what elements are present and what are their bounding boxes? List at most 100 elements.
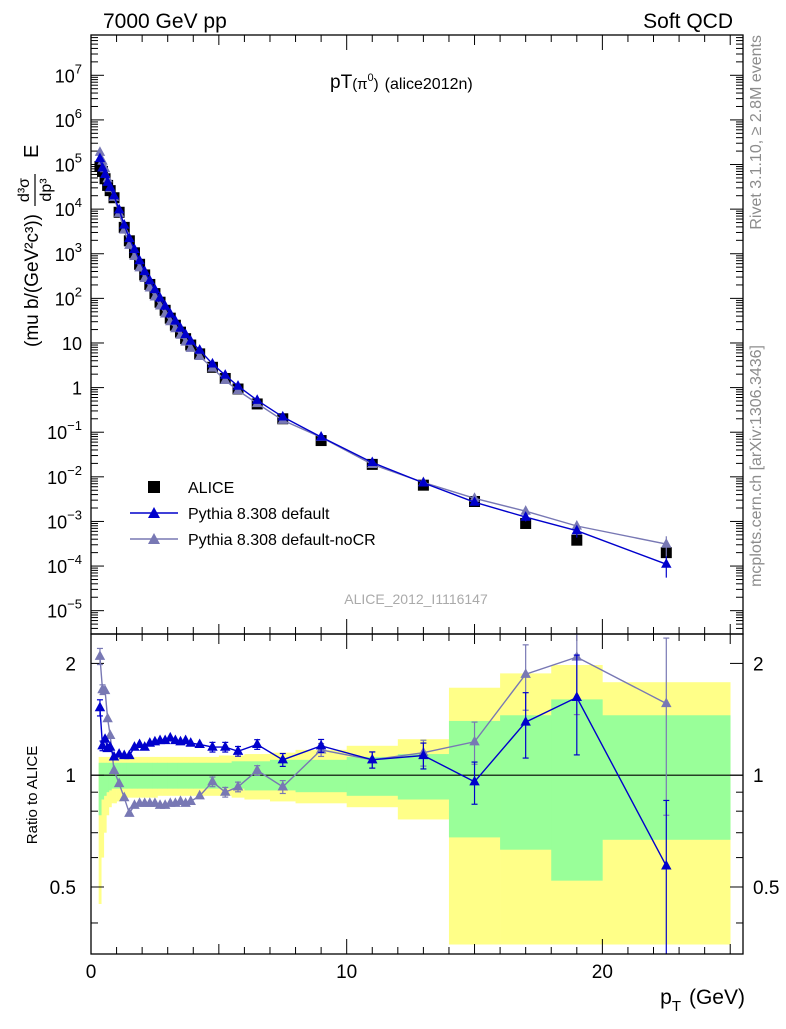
legend-marker-alice: [148, 481, 160, 493]
marker-default: [129, 243, 140, 254]
y-tick-label: 1: [72, 379, 82, 399]
band-inner-bin: [295, 759, 347, 793]
marker-default: [144, 274, 156, 285]
ratio-marker-default: [315, 739, 327, 750]
ratio-marker-default: [661, 859, 672, 870]
legend: ALICE Pythia 8.308 default Pythia 8.308 …: [130, 480, 376, 549]
y-tick-label-base: 10: [47, 468, 67, 488]
ratio-marker-default: [180, 734, 191, 745]
y-tick-label: 106: [55, 106, 82, 131]
legend-marker-default: [148, 507, 160, 518]
marker-default: [154, 291, 166, 302]
mcplots-info-label: mcplots.cern.ch [arXiv:1306.3436]: [748, 345, 765, 587]
marker-default: [520, 511, 531, 521]
rivet-info-label: Rivet 3.1.10, ≥ 2.8M events: [748, 35, 765, 230]
ratio-marker-default: [94, 701, 106, 712]
y-tick-label-base: 10: [55, 66, 75, 86]
legend-marker-nocr: [148, 533, 160, 544]
ratio-marker-default: [139, 741, 150, 751]
y-tick-label-base: 1: [72, 379, 82, 399]
ylabel-units: (mu b/(GeV²c³)): [22, 214, 43, 347]
ratio-marker-default: [220, 741, 231, 751]
band-inner-bin: [98, 762, 102, 816]
y-tick-label-exponent: −1: [67, 418, 82, 433]
main-y-axis-label: E d³σ dp³ (mu b/(GeV²c³)): [16, 145, 55, 347]
band-inner-bin: [103, 762, 107, 796]
main-title-tag: (alice2012n): [385, 76, 473, 93]
ratio-marker-default: [159, 734, 171, 745]
marker-default: [251, 394, 263, 404]
ratio-marker-default: [418, 749, 429, 760]
marker-default: [277, 410, 288, 421]
marker-default: [99, 168, 111, 179]
ratio-marker-nocr: [104, 729, 116, 739]
marker-default: [194, 344, 205, 354]
marker-default: [108, 189, 120, 200]
ratio-marker-default: [185, 737, 196, 747]
marker-nocr: [134, 261, 145, 272]
ratio-y-tick-label-right: 2: [753, 654, 764, 675]
ratio-y-tick-label-right: 0.5: [753, 878, 779, 899]
y-tick-label: 107: [55, 61, 82, 86]
y-tick-label-exponent: −3: [67, 507, 82, 522]
main-y-tick-labels: 10−510−410−310−210−111010210310410510610…: [47, 61, 82, 621]
ratio-marker-default: [232, 745, 244, 755]
marker-default: [139, 265, 150, 276]
marker-default: [134, 254, 145, 265]
ratio-marker-nocr: [194, 789, 205, 800]
ratio-marker-default: [469, 775, 480, 786]
band-inner-bin: [106, 762, 110, 793]
marker-nocr: [194, 350, 205, 361]
marker-nocr: [220, 374, 231, 384]
ratio-marker-nocr: [251, 764, 263, 775]
y-tick-label-exponent: 5: [75, 151, 82, 166]
y-tick-label: 10−3: [47, 507, 82, 532]
y-tick-label-base: 10: [55, 245, 75, 265]
marker-default: [367, 456, 378, 467]
main-series-layer: [94, 146, 672, 578]
marker-default: [418, 476, 429, 487]
ratio-series-layer: [94, 633, 672, 954]
marker-default: [185, 335, 196, 345]
x-axis-label-symbol: p: [660, 986, 672, 1009]
series-line-nocr: [99, 152, 667, 545]
marker-default: [469, 496, 480, 506]
x-tick-label: 0: [86, 962, 97, 983]
ratio-marker-nocr: [113, 777, 125, 788]
band-inner-bin: [108, 762, 112, 791]
marker-nocr: [520, 505, 531, 515]
y-tick-label-base: 10: [47, 557, 67, 577]
marker-default: [207, 357, 218, 368]
marker-default: [104, 181, 116, 191]
main-title-charge: 0: [368, 72, 374, 84]
ratio-y-tick-label-right: 1: [753, 766, 764, 787]
x-tick-label: 20: [592, 962, 613, 983]
y-tick-label-base: 10: [55, 200, 75, 220]
ratio-marker-default: [99, 733, 111, 743]
ratio-marker-default: [97, 739, 108, 750]
alice-data-point: [571, 534, 583, 546]
ratio-y-tick-label-left: 1: [65, 766, 76, 787]
ratio-marker-default: [134, 738, 145, 749]
legend-label-default: Pythia 8.308 default: [188, 506, 330, 523]
band-inner-bin: [101, 762, 105, 800]
ratio-marker-default: [367, 753, 378, 764]
y-tick-label-base: 10: [47, 423, 67, 443]
main-title-observable: pT: [330, 72, 353, 93]
legend-label-alice: ALICE: [188, 480, 234, 497]
ratio-marker-default: [207, 741, 218, 751]
ratio-marker-nocr: [277, 780, 288, 791]
y-tick-label: 103: [55, 240, 82, 265]
y-tick-label-base: 10: [55, 156, 75, 176]
marker-nocr: [129, 250, 140, 261]
ratio-marker-nocr: [94, 650, 106, 660]
y-tick-label-base: 10: [47, 512, 67, 532]
main-title-close: ): [374, 76, 379, 93]
y-tick-label-exponent: 6: [75, 106, 82, 121]
ratio-y-tick-label-left: 2: [65, 654, 76, 675]
ratio-marker-nocr: [661, 697, 672, 708]
ylabel-fraction-numerator: d³σ: [16, 178, 33, 202]
ratio-marker-default: [571, 691, 583, 701]
ratio-marker-nocr: [119, 791, 130, 802]
marker-default: [119, 219, 130, 229]
